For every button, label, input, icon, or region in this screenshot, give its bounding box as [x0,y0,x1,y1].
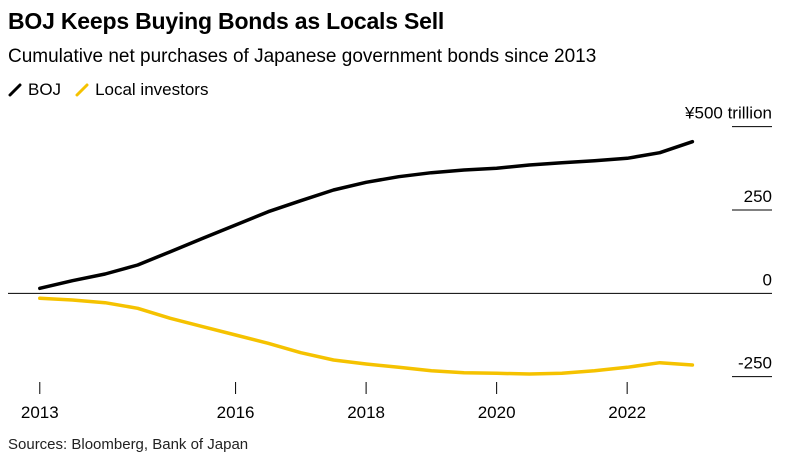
source-note: Sources: Bloomberg, Bank of Japan [8,436,249,453]
x-tick-label-1: 2016 [217,403,255,422]
data-point-1-14 [495,372,498,375]
y-tick-label-0: ¥500 trillion [684,104,772,123]
legend-item-boj: BOJ [8,80,61,100]
data-point-0-12 [430,171,433,174]
data-point-0-18 [626,157,629,160]
data-point-1-7 [267,342,270,345]
data-point-0-6 [234,224,237,227]
x-tick-label-3: 2020 [478,403,516,422]
legend: BOJ Local investors [8,80,222,100]
legend-swatch-local-investors [75,83,89,97]
legend-label-boj: BOJ [28,80,62,99]
data-point-0-16 [560,161,563,164]
chart-title: BOJ Keeps Buying Bonds as Locals Sell [8,8,445,34]
data-point-1-0 [38,297,41,300]
data-point-0-7 [267,210,270,213]
x-tick-label-2: 2018 [347,403,385,422]
data-point-1-15 [528,373,531,376]
data-point-0-3 [136,264,139,267]
data-point-1-17 [593,369,596,372]
data-point-0-0 [38,287,41,290]
data-point-1-1 [71,299,74,302]
data-point-1-19 [658,361,661,364]
x-tick-label-0: 2013 [21,403,59,422]
data-point-0-1 [71,279,74,282]
data-point-0-15 [528,164,531,167]
data-point-1-6 [234,334,237,337]
data-point-0-9 [332,189,335,192]
data-point-1-18 [626,366,629,369]
data-point-1-9 [332,359,335,362]
y-tick-label-3: -250 [738,354,772,373]
data-point-0-13 [463,169,466,172]
data-point-1-20 [691,364,694,367]
data-point-0-19 [658,151,661,154]
data-point-1-10 [365,363,368,366]
data-point-1-3 [136,307,139,310]
data-point-1-12 [430,369,433,372]
y-tick-label-1: 250 [744,187,772,206]
x-tick-label-4: 2022 [608,403,646,422]
data-point-1-8 [299,351,302,354]
chart-subtitle: Cumulative net purchases of Japanese gov… [8,46,597,67]
data-point-0-8 [299,199,302,202]
series-line-local-investors [38,296,695,376]
data-point-0-10 [365,181,368,184]
legend-swatch-local-line [75,83,89,97]
legend-item-local-investors: Local investors [75,80,208,100]
data-point-1-11 [397,366,400,369]
legend-label-local-investors: Local investors [95,80,209,99]
data-point-0-2 [104,273,107,276]
data-point-0-5 [201,237,204,240]
data-point-0-4 [169,250,172,253]
legend-swatch-boj [8,83,22,97]
data-point-0-20 [691,140,694,143]
data-point-0-17 [593,159,596,162]
data-point-1-4 [169,317,172,320]
data-point-0-14 [495,167,498,170]
data-point-1-13 [463,371,466,374]
series-line-boj [38,139,695,291]
legend-swatch-boj-line [8,83,22,97]
data-point-1-16 [560,372,563,375]
data-point-1-5 [201,325,204,328]
data-point-0-11 [397,175,400,178]
y-tick-label-2: 0 [763,270,772,289]
data-point-1-2 [104,301,107,304]
